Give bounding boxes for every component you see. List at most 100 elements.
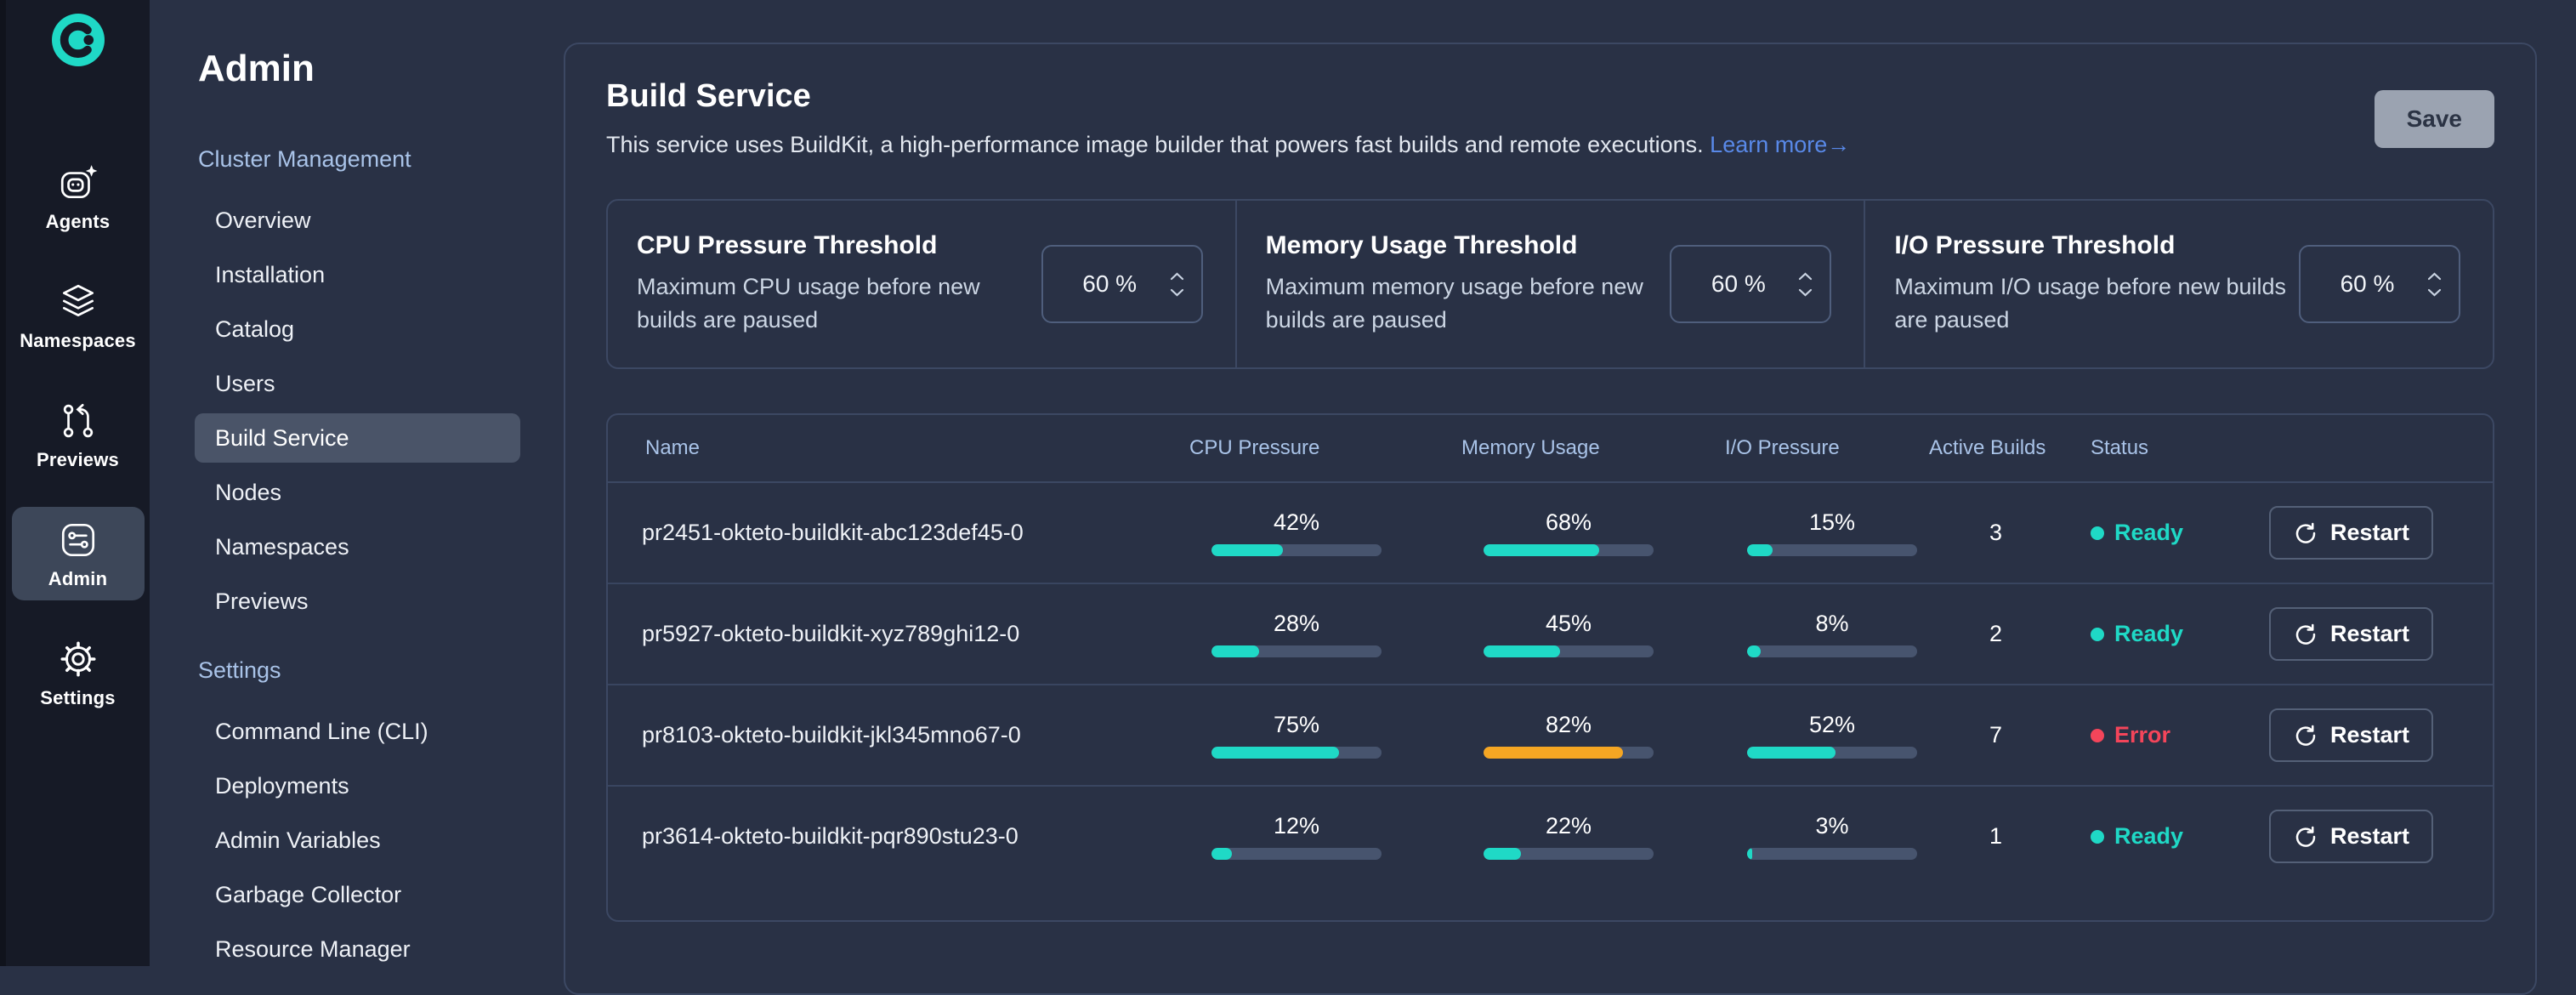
metric-memory: 22% [1484, 813, 1654, 860]
rail-label-admin: Admin [48, 568, 108, 589]
memory-progress-bar [1484, 544, 1654, 556]
sidebar-item-users[interactable]: Users [215, 370, 275, 396]
cpu-progress-bar [1211, 747, 1382, 759]
cpu-progress-fill [1211, 645, 1259, 657]
restart-button[interactable]: Restart [2268, 607, 2433, 661]
sidebar-item-nodes[interactable]: Nodes [215, 479, 282, 505]
io-threshold-input[interactable]: 60 % [2340, 270, 2395, 297]
status-dot [2091, 829, 2104, 844]
io-pressure-cell: 3% [1722, 813, 1926, 860]
memory-threshold-stepper[interactable]: 60 % [1670, 245, 1832, 323]
active-builds-cell: 1 [1926, 823, 2053, 850]
actions-cell: Restart [2268, 810, 2433, 863]
arrow-right-icon: → [1827, 132, 1851, 157]
io-threshold-stepper[interactable]: 60 % [2299, 245, 2461, 323]
rail-item-admin[interactable]: Admin [11, 507, 145, 600]
restart-button[interactable]: Restart [2268, 708, 2433, 762]
sidebar-item-previews[interactable]: Previews [215, 588, 309, 614]
io-pressure-cell: 52% [1722, 712, 1926, 759]
io-pressure-cell: 15% [1722, 509, 1926, 556]
status-cell: Ready [2053, 823, 2206, 850]
chevron-down-icon[interactable] [2427, 288, 2442, 297]
status-label: Ready [2114, 823, 2184, 849]
rail-item-previews[interactable]: Previews [12, 388, 145, 481]
rail-item-settings[interactable]: Settings [12, 626, 145, 719]
cpu-progress-fill [1211, 747, 1339, 759]
build-service-panel: Build Service This service uses BuildKit… [564, 43, 2537, 995]
cpu-percent-label: 28% [1273, 611, 1320, 636]
memory-progress-bar [1484, 848, 1654, 860]
sidebar-item-build-service[interactable]: Build Service [195, 413, 520, 463]
rail-item-agents[interactable]: Agents [12, 150, 145, 243]
io-progress-bar [1747, 848, 1917, 860]
robot-icon [60, 165, 97, 199]
memory-percent-label: 68% [1545, 509, 1592, 535]
sidebar-item-admin-variables[interactable]: Admin Variables [215, 827, 381, 853]
rail-label-namespaces: Namespaces [20, 330, 136, 351]
column-header-io-pressure: I/O Pressure [1725, 436, 1840, 459]
restart-button-label: Restart [2329, 823, 2409, 849]
sidebar-item-overview[interactable]: Overview [215, 207, 311, 233]
learn-more-label: Learn more [1710, 132, 1828, 157]
cpu-pressure-cell: 12% [1186, 813, 1458, 860]
status-cell: Ready [2053, 520, 2206, 546]
io-threshold-title: I/O Pressure Threshold [1894, 230, 2176, 259]
chevron-up-icon[interactable] [1798, 272, 1813, 281]
sidebar-item-garbage-collector[interactable]: Garbage Collector [215, 881, 402, 907]
memory-progress-fill [1484, 747, 1623, 759]
section-label-cluster-management: Cluster Management [198, 146, 411, 172]
chevron-up-icon[interactable] [2427, 272, 2442, 281]
buildkit-pod-name: pr2451-okteto-buildkit-abc123def45-0 [642, 520, 1186, 546]
table-header: Name CPU Pressure Memory Usage I/O Press… [608, 415, 2493, 483]
learn-more-link[interactable]: Learn more→ [1710, 132, 1850, 157]
okteto-logo-icon[interactable] [51, 14, 105, 66]
io-progress-bar [1747, 645, 1917, 657]
cpu-progress-bar [1211, 544, 1382, 556]
memory-threshold-input[interactable]: 60 % [1711, 270, 1766, 297]
io-threshold-arrows [2427, 272, 2459, 297]
metric-io: 8% [1747, 611, 1917, 657]
metric-io: 15% [1747, 509, 1917, 556]
io-progress-fill [1747, 848, 1752, 860]
rail-label-agents: Agents [45, 211, 111, 232]
cpu-pressure-cell: 42% [1186, 509, 1458, 556]
buildkit-pod-name: pr5927-okteto-buildkit-xyz789ghi12-0 [642, 621, 1186, 647]
buildkit-pod-name: pr3614-okteto-buildkit-pqr890stu23-0 [642, 823, 1186, 850]
memory-threshold-title: Memory Usage Threshold [1265, 230, 1578, 259]
page-description: This service uses BuildKit, a high-perfo… [606, 132, 1850, 158]
active-builds-value: 7 [1989, 722, 2003, 748]
memory-percent-label: 82% [1545, 712, 1592, 737]
active-builds-value: 1 [1989, 823, 2003, 849]
actions-cell: Restart [2268, 506, 2433, 560]
table-row: pr2451-okteto-buildkit-abc123def45-0 42%… [608, 483, 2493, 583]
restart-button-label: Restart [2329, 621, 2409, 646]
io-percent-label: 52% [1808, 712, 1856, 737]
sidebar-item-resource-manager[interactable]: Resource Manager [215, 935, 411, 962]
chevron-up-icon[interactable] [1170, 272, 1184, 281]
row-name: pr5927-okteto-buildkit-xyz789ghi12-0 [642, 621, 1020, 646]
cpu-threshold-input[interactable]: 60 % [1082, 270, 1138, 297]
chevron-down-icon[interactable] [1170, 288, 1184, 297]
sidebar-item-catalog[interactable]: Catalog [215, 316, 295, 342]
sidebar-item-deployments[interactable]: Deployments [215, 772, 349, 799]
rail-item-namespaces[interactable]: Namespaces [12, 269, 145, 362]
restart-button[interactable]: Restart [2268, 506, 2433, 560]
sidebar-item-installation[interactable]: Installation [215, 261, 326, 287]
chevron-down-icon[interactable] [1798, 288, 1813, 297]
active-builds-cell: 7 [1926, 722, 2053, 748]
memory-usage-cell: 82% [1458, 712, 1722, 759]
memory-threshold-card: Memory Usage Threshold Maximum memory us… [1234, 201, 1864, 367]
memory-usage-cell: 22% [1458, 813, 1722, 860]
buildkit-table: Name CPU Pressure Memory Usage I/O Press… [606, 413, 2494, 922]
sidebar-item-command-line-cli[interactable]: Command Line (CLI) [215, 718, 428, 744]
cpu-threshold-stepper[interactable]: 60 % [1041, 245, 1203, 323]
io-progress-bar [1747, 544, 1917, 556]
status-dot [2091, 627, 2104, 641]
column-header-active-builds: Active Builds [1929, 436, 2046, 459]
admin-sidebar: Admin Cluster Management Overview Instal… [150, 0, 561, 966]
save-button[interactable]: Save [2374, 90, 2494, 148]
sidebar-title: Admin [198, 48, 315, 89]
row-name: pr2451-okteto-buildkit-abc123def45-0 [642, 520, 1024, 545]
restart-button[interactable]: Restart [2268, 810, 2433, 863]
sidebar-item-namespaces[interactable]: Namespaces [215, 533, 349, 560]
